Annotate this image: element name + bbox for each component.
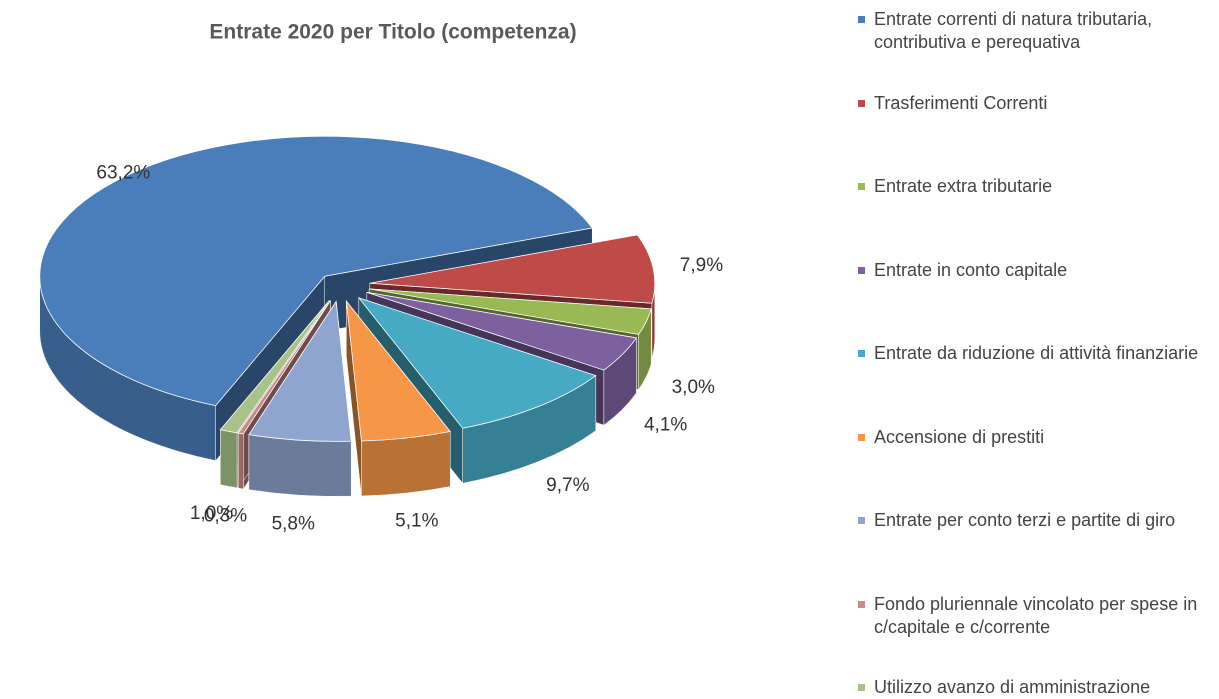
legend-label: Entrate in conto capitale — [874, 259, 1068, 280]
legend-swatch — [858, 517, 865, 524]
legend-label: Entrate extra tributarie — [874, 176, 1053, 196]
slice — [248, 300, 352, 442]
data-label: 63,2% — [96, 162, 150, 183]
data-label: 0,3% — [204, 506, 247, 527]
slice — [357, 297, 597, 429]
legend-entry: Entrate correnti di natura tributaria, c… — [856, 8, 1219, 54]
slice — [219, 300, 330, 434]
legend-entry: Entrate per conto terzi e partite di gir… — [856, 509, 1219, 532]
legend-entry: Fondo pluriennale vincolato per spese in… — [856, 593, 1219, 639]
legend-swatch — [858, 684, 865, 691]
slice — [357, 297, 597, 484]
slice — [237, 300, 331, 435]
slice-side — [248, 434, 352, 497]
data-label: 3,0% — [672, 377, 715, 398]
legend-swatch — [858, 183, 865, 190]
legend-entry: Entrate extra tributarie — [856, 175, 1219, 198]
slice — [345, 299, 451, 497]
legend-swatch — [858, 600, 865, 608]
legend-label: Entrate correnti di natura tributaria, c… — [874, 9, 1153, 52]
data-label: 1,0% — [190, 503, 233, 524]
legend-label: Trasferimenti Correnti — [874, 92, 1048, 113]
slice — [345, 299, 451, 442]
slice-side — [220, 429, 238, 489]
legend-swatch — [858, 16, 865, 23]
data-label: 7,9% — [680, 255, 723, 276]
slice — [366, 291, 638, 371]
data-label: 9,7% — [546, 475, 589, 496]
legend-swatch — [858, 350, 865, 357]
legend-entry: Entrate da riduzione di attività finanzi… — [856, 342, 1219, 365]
chart: Entrate 2020 per Titolo (competenza) 63,… — [39, 21, 723, 534]
legend-swatch — [858, 99, 865, 107]
slice — [369, 288, 652, 335]
legend-label: Fondo pluriennale vincolato per spese in… — [874, 593, 1198, 637]
legend-label: Utilizzo avanzo di amministrazione — [874, 677, 1151, 697]
legend-entry: Entrate in conto capitale — [856, 259, 1219, 282]
slice — [369, 234, 656, 304]
legend-label: Entrate da riduzione di attività finanzi… — [874, 343, 1199, 363]
legend-entry: Accensione di prestiti — [856, 426, 1219, 449]
legend-label: Entrate per conto terzi e partite di gir… — [874, 510, 1176, 530]
data-label: 4,1% — [644, 415, 687, 436]
slice-side — [237, 432, 244, 490]
data-label: 5,1% — [395, 511, 438, 532]
data-label: 5,8% — [272, 513, 315, 534]
slice-side — [361, 431, 451, 497]
slice — [248, 300, 352, 497]
chart-title: Entrate 2020 per Titolo (competenza) — [209, 21, 576, 44]
legend-swatch — [858, 266, 865, 274]
legend-entry: Trasferimenti Correnti — [856, 92, 1219, 115]
legend-entry: Utilizzo avanzo di amministrazione — [856, 676, 1219, 699]
legend-label: Accensione di prestiti — [874, 426, 1045, 447]
legend-swatch — [858, 433, 865, 441]
slice — [39, 135, 593, 407]
